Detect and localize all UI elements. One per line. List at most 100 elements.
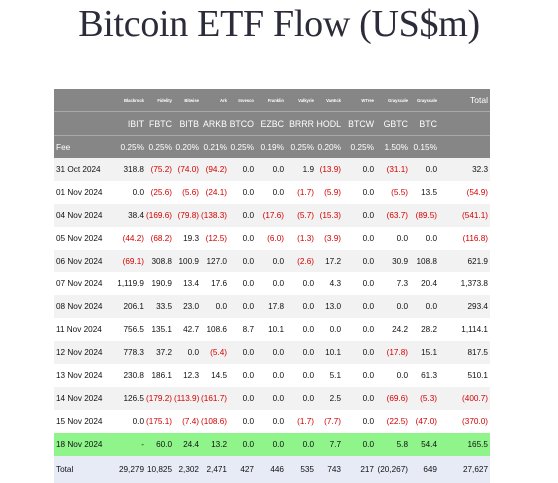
cumulative-total-value: 27,627 (439, 455, 490, 483)
table-row: 12 Nov 2024 778.3 37.2 0.0 (5.4) 0.0 0.0 0.0 10.… (54, 341, 490, 365)
ticker-symbol: EZBC (256, 111, 286, 136)
flow-value: 0.0 (343, 432, 376, 456)
table-row: 08 Nov 2024 206.1 33.5 23.0 0.0 0.0 17.8 0.0 13.… (54, 295, 490, 319)
flow-value: (22.5) (386, 416, 408, 426)
flow-value: 0.0 (174, 341, 201, 365)
flow-value: 0.0 (229, 158, 256, 181)
flow-value: 0.0 (362, 233, 374, 243)
fee-value: 0.15% (410, 135, 439, 158)
flow-value: 0.0 (410, 158, 439, 181)
flow-value: 54.4 (410, 432, 439, 456)
flow-value: 13.0 (316, 295, 343, 319)
row-date: 31 Oct 2024 (54, 158, 112, 181)
cumulative-total-value: 743 (316, 455, 343, 483)
flow-value: 0.0 (229, 203, 256, 227)
flow-value: (5.6) (182, 187, 199, 197)
table-row: 31 Oct 2024 318.8 (75.2) (74.0) (94.2) 0.0 0.0… (54, 158, 490, 181)
flow-value: 15.1 (410, 341, 439, 365)
flow-value: 0.0 (362, 187, 374, 197)
flow-value: 0.0 (256, 249, 286, 273)
table-row: 07 Nov 2024 1,119.9 190.9 13.4 17.6 0.0 0.0 0.0… (54, 272, 490, 295)
flow-value: 0.0 (410, 295, 439, 319)
flow-value: 0.0 (302, 325, 314, 335)
flow-value: (44.2) (122, 233, 144, 243)
issuer-name: Valkyrie (286, 89, 316, 112)
flow-value: 30.9 (376, 249, 410, 273)
ticker-symbol: BTC (410, 111, 439, 136)
flow-value: (47.0) (415, 416, 437, 426)
flow-value: 60.0 (146, 432, 174, 456)
flow-value: 12.3 (183, 370, 199, 380)
flow-value: (5.4) (201, 341, 229, 365)
flow-value: 0.0 (362, 370, 374, 380)
row-total-value: 165.5 (439, 432, 490, 456)
cumulative-total-value: 446 (256, 455, 286, 483)
row-date: 04 Nov 2024 (54, 203, 112, 227)
flow-value: (5.5) (391, 187, 408, 197)
ticker-symbol: BITB (174, 111, 201, 136)
row-total-value: (400.7) (439, 386, 490, 410)
flow-value: 42.7 (183, 325, 199, 335)
row-date: 12 Nov 2024 (54, 341, 112, 365)
flow-value: 17.2 (316, 249, 343, 273)
flow-value: 0.0 (256, 432, 286, 456)
flow-value: (1.7) (297, 416, 314, 426)
etf-flow-table: Blackrock Fidelity Bitwise Ark Invesco Frankl… (54, 89, 490, 483)
flow-value: 5.1 (329, 370, 341, 380)
row-date: 15 Nov 2024 (56, 416, 103, 426)
flow-value: 135.1 (151, 325, 173, 335)
flow-value: 37.2 (146, 341, 174, 365)
flow-value: 0.0 (242, 233, 254, 243)
flow-value: 308.8 (146, 249, 174, 273)
cumulative-total-value: 649 (410, 455, 439, 483)
flow-value: 20.4 (421, 279, 437, 289)
flow-value: 8.7 (242, 325, 254, 335)
flow-value: (69.1) (112, 249, 146, 273)
flow-value: 100.9 (174, 249, 201, 273)
flow-value: 0.0 (362, 279, 374, 289)
ticker-symbol: ARKB (201, 111, 229, 136)
table-row: 14 Nov 2024 126.5 (179.2) (113.9) (161.7) 0.0… (54, 386, 490, 410)
flow-value: 0.0 (272, 187, 284, 197)
flow-value: (161.7) (201, 386, 229, 410)
row-total-value: 1,114.1 (461, 325, 488, 335)
flow-value: (6.0) (267, 233, 284, 243)
totals-label: Total (54, 455, 112, 483)
row-total-value: (54.9) (466, 187, 488, 197)
flow-value: 0.0 (425, 233, 437, 243)
table-row: 01 Nov 2024 0.0 (25.6) (5.6) (24.1) 0.0 0.0 (1.… (54, 181, 490, 204)
flow-value: 10.1 (268, 325, 284, 335)
flow-value: (17.6) (256, 203, 286, 227)
row-total-value: 510.1 (467, 370, 489, 380)
flow-value: 33.5 (146, 295, 174, 319)
flow-value: 0.0 (343, 203, 376, 227)
table-row: 13 Nov 2024 230.8 186.1 12.3 14.5 0.0 0.0 0.0 5.… (54, 364, 490, 387)
flow-value: 1.9 (286, 158, 316, 181)
flow-value: (89.5) (410, 203, 439, 227)
ticker-symbol: IBIT (112, 111, 146, 136)
row-total-value: 32.3 (439, 158, 490, 181)
totals-row: Total 29,279 10,825 2,302 2,471 427 446 535 743 2… (54, 455, 490, 483)
flow-value: 0.0 (286, 295, 316, 319)
flow-value: (108.6) (201, 416, 227, 426)
flow-value: (15.3) (316, 203, 343, 227)
fee-value: 0.20% (174, 135, 201, 158)
flow-value: 10.1 (316, 341, 343, 365)
flow-value: 0.0 (286, 386, 316, 410)
cumulative-total-value: 2,471 (201, 455, 229, 483)
fee-value: 0.21% (201, 135, 229, 158)
chart-title: Bitcoin ETF Flow (US$m) (78, 3, 480, 45)
flow-value: 0.0 (229, 295, 256, 319)
row-date: 07 Nov 2024 (56, 279, 103, 289)
flow-value: (5.3) (410, 386, 439, 410)
row-total-value: 293.4 (439, 295, 490, 319)
row-date: 06 Nov 2024 (54, 249, 112, 273)
flow-value: 0.0 (229, 432, 256, 456)
issuer-header-row: Blackrock Fidelity Bitwise Ark Invesco Frankl… (54, 89, 490, 112)
flow-value: 778.3 (112, 341, 146, 365)
flow-value: (12.5) (205, 233, 227, 243)
flow-value: (24.1) (205, 187, 227, 197)
row-total-value: 1,373.8 (460, 279, 488, 289)
flow-value: 0.0 (242, 416, 254, 426)
flow-value: 24.2 (392, 325, 408, 335)
